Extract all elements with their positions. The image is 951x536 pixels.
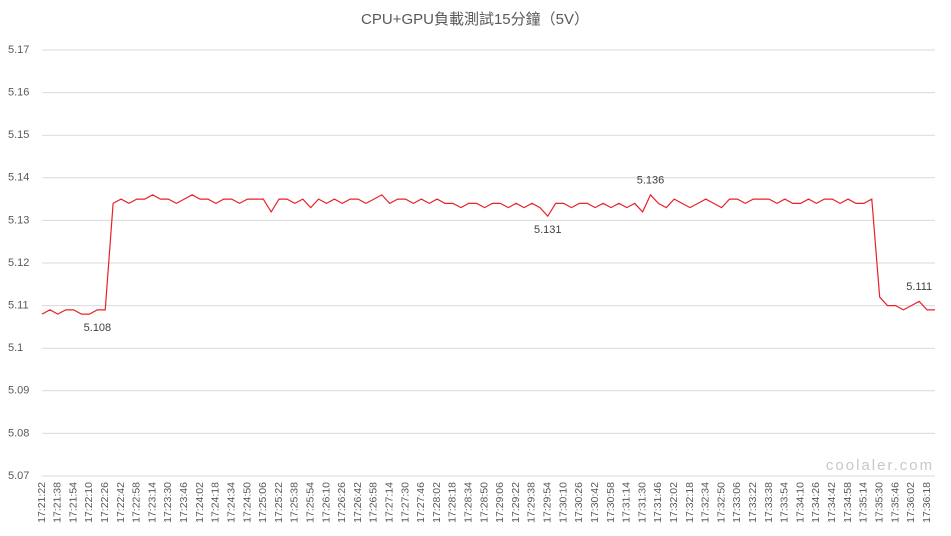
x-tick-label: 17:34:10 xyxy=(794,482,806,523)
x-tick-label: 17:32:18 xyxy=(684,482,696,523)
x-tick-label: 17:30:58 xyxy=(605,482,617,523)
x-tick-label: 17:21:38 xyxy=(52,482,64,523)
y-tick-label: 5.09 xyxy=(8,385,29,397)
x-tick-label: 17:28:18 xyxy=(447,482,459,523)
y-tick-label: 5.11 xyxy=(8,300,29,312)
y-tick-label: 5.17 xyxy=(8,44,29,56)
x-tick-label: 17:32:50 xyxy=(715,482,727,523)
x-tick-label: 17:25:22 xyxy=(273,482,285,523)
data-label: 5.136 xyxy=(637,175,665,187)
x-tick-label: 17:22:26 xyxy=(99,482,111,523)
x-tick-label: 17:35:46 xyxy=(889,482,901,523)
x-tick-label: 17:22:58 xyxy=(131,482,143,523)
data-label: 5.108 xyxy=(84,322,112,334)
x-tick-label: 17:24:34 xyxy=(225,482,237,523)
y-tick-label: 5.14 xyxy=(8,172,29,184)
x-tick-label: 17:21:22 xyxy=(36,482,48,523)
x-tick-label: 17:24:50 xyxy=(241,482,253,523)
x-tick-label: 17:33:06 xyxy=(731,482,743,523)
x-tick-label: 17:28:50 xyxy=(478,482,490,523)
x-tick-label: 17:36:02 xyxy=(905,482,917,523)
x-tick-label: 17:26:42 xyxy=(352,482,364,523)
x-tick-label: 17:21:54 xyxy=(67,482,79,523)
data-label: 5.111 xyxy=(906,281,932,293)
x-tick-label: 17:30:42 xyxy=(589,482,601,523)
x-tick-label: 17:29:54 xyxy=(542,482,554,523)
x-tick-label: 17:32:02 xyxy=(668,482,680,523)
watermark: coolaler.com xyxy=(826,457,934,474)
y-tick-label: 5.15 xyxy=(8,129,29,141)
x-tick-label: 17:22:10 xyxy=(83,482,95,523)
x-tick-label: 17:34:58 xyxy=(842,482,854,523)
x-tick-label: 17:25:06 xyxy=(257,482,269,523)
y-tick-label: 5.16 xyxy=(8,87,29,99)
x-tick-label: 17:26:26 xyxy=(336,482,348,523)
x-tick-label: 17:27:46 xyxy=(415,482,427,523)
x-tick-label: 17:28:34 xyxy=(463,482,475,523)
x-tick-label: 17:23:46 xyxy=(178,482,190,523)
x-tick-label: 17:34:26 xyxy=(810,482,822,523)
x-tick-label: 17:29:06 xyxy=(494,482,506,523)
series-line xyxy=(41,193,935,315)
x-tick-label: 17:31:30 xyxy=(636,482,648,523)
x-tick-label: 17:29:22 xyxy=(510,482,522,523)
x-tick-label: 17:26:10 xyxy=(320,482,332,523)
x-tick-label: 17:24:18 xyxy=(210,482,222,523)
y-tick-label: 5.08 xyxy=(8,427,29,439)
x-tick-label: 17:36:18 xyxy=(921,482,933,523)
x-tick-label: 17:27:14 xyxy=(383,482,395,523)
x-tick-label: 17:25:38 xyxy=(289,482,301,523)
x-tick-label: 17:33:38 xyxy=(763,482,775,523)
x-tick-label: 17:23:30 xyxy=(162,482,174,523)
x-tick-label: 17:34:42 xyxy=(826,482,838,523)
x-tick-label: 17:29:38 xyxy=(526,482,538,523)
x-tick-label: 17:22:42 xyxy=(115,482,127,523)
x-tick-label: 17:30:26 xyxy=(573,482,585,523)
x-tick-label: 17:32:34 xyxy=(700,482,712,523)
x-tick-label: 17:25:54 xyxy=(304,482,316,523)
x-tick-label: 17:28:02 xyxy=(431,482,443,523)
x-tick-label: 17:35:30 xyxy=(873,482,885,523)
x-tick-label: 17:31:14 xyxy=(621,482,633,523)
x-tick-label: 17:23:14 xyxy=(146,482,158,523)
chart-title: CPU+GPU負載測試15分鐘（5V） xyxy=(361,11,589,28)
x-tick-label: 17:26:58 xyxy=(368,482,380,523)
x-tick-label: 17:33:54 xyxy=(779,482,791,523)
data-label: 5.131 xyxy=(534,224,562,236)
x-tick-label: 17:33:22 xyxy=(747,482,759,523)
y-tick-label: 5.07 xyxy=(8,470,29,482)
y-tick-label: 5.13 xyxy=(8,214,29,226)
x-tick-label: 17:31:46 xyxy=(652,482,664,523)
x-tick-label: 17:27:30 xyxy=(399,482,411,523)
y-tick-label: 5.12 xyxy=(8,257,29,269)
x-tick-label: 17:24:02 xyxy=(194,482,206,523)
x-tick-label: 17:35:14 xyxy=(858,482,870,523)
y-tick-label: 5.1 xyxy=(8,342,23,354)
x-tick-label: 17:30:10 xyxy=(557,482,569,523)
